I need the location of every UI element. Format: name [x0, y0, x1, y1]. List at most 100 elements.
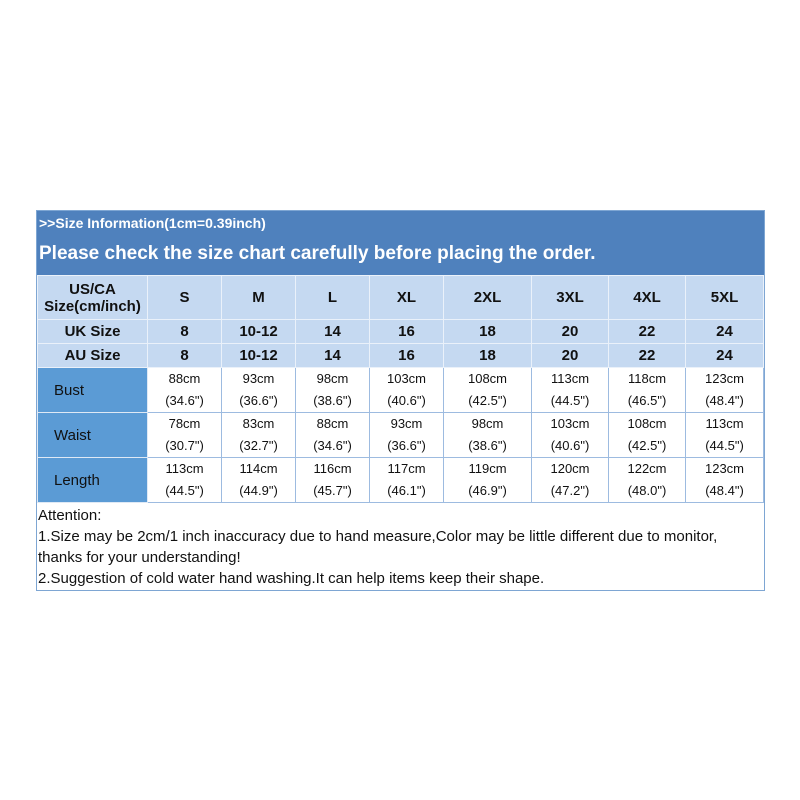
- cm-value: 119cm: [468, 461, 507, 476]
- inch-value: (46.9"): [468, 483, 507, 498]
- inch-value: (42.5"): [468, 393, 507, 408]
- measure-label: Waist: [37, 412, 148, 458]
- cm-value: 103cm: [386, 371, 427, 386]
- measure-cell: 98cm (38.6"): [295, 367, 370, 413]
- size-cell: 3XL: [531, 275, 609, 320]
- measure-cell: 88cm (34.6"): [295, 412, 370, 458]
- inch-value: (36.6"): [239, 393, 278, 408]
- inch-value: (48.0"): [627, 483, 667, 498]
- measure-cell: 114cm (44.9"): [221, 457, 296, 503]
- cm-value: 113cm: [550, 371, 590, 386]
- cm-value: 123cm: [704, 371, 745, 386]
- cm-value: 98cm: [471, 416, 504, 431]
- inch-value: (46.5"): [627, 393, 667, 408]
- measure-cell: 83cm (32.7"): [221, 412, 296, 458]
- size-cell: 8: [147, 343, 222, 368]
- measure-cell: 103cm (40.6"): [369, 367, 444, 413]
- header-banner: >>Size Information(1cm=0.39inch) Please …: [37, 211, 764, 275]
- size-cell: 22: [608, 319, 686, 344]
- size-cell: XL: [369, 275, 444, 320]
- measure-cell: 123cm (48.4"): [685, 457, 764, 503]
- inch-value: (30.7"): [165, 438, 204, 453]
- measure-cell: 88cm (34.6"): [147, 367, 222, 413]
- size-cell: 18: [443, 343, 532, 368]
- inch-value: (38.6"): [468, 438, 507, 453]
- inch-value: (48.4"): [705, 483, 744, 498]
- inch-value: (44.5"): [550, 393, 590, 408]
- size-cell: 14: [295, 319, 370, 344]
- notes-heading: Attention:: [38, 507, 102, 524]
- cm-value: 88cm: [316, 416, 349, 431]
- measure-cell: 108cm (42.5"): [443, 367, 532, 413]
- measure-cell: 120cm (47.2"): [531, 457, 609, 503]
- size-info-title: >>Size Information(1cm=0.39inch): [39, 215, 266, 231]
- cm-value: 98cm: [316, 371, 349, 386]
- label-line: Size(cm/inch): [44, 297, 141, 315]
- size-cell: 10-12: [221, 319, 296, 344]
- cm-value: 113cm: [705, 416, 744, 431]
- size-chart: >>Size Information(1cm=0.39inch) Please …: [36, 210, 765, 591]
- size-row-label: AU Size: [37, 343, 148, 368]
- measure-label: Length: [37, 457, 148, 503]
- measure-cell: 113cm (44.5"): [531, 367, 609, 413]
- measure-row: Length 113cm (44.5") 114cm (44.9") 116cm (45.7…: [37, 457, 764, 503]
- inch-value: (45.7"): [313, 483, 352, 498]
- cm-value: 108cm: [467, 371, 508, 386]
- cm-value: 116cm: [313, 461, 352, 476]
- size-cell: 14: [295, 343, 370, 368]
- cm-value: 114cm: [239, 461, 278, 476]
- inch-value: (34.6"): [313, 438, 352, 453]
- measure-cell: 117cm (46.1"): [369, 457, 444, 503]
- cm-value: 118cm: [627, 371, 667, 386]
- cm-value: 83cm: [242, 416, 275, 431]
- size-row: US/CA Size(cm/inch) S M L XL 2XL 3XL 4XL 5XL: [37, 275, 764, 320]
- measure-cell: 118cm (46.5"): [608, 367, 686, 413]
- size-row-label: UK Size: [37, 319, 148, 344]
- measure-cell: 78cm (30.7"): [147, 412, 222, 458]
- inch-value: (36.6"): [387, 438, 426, 453]
- measure-cell: 93cm (36.6"): [369, 412, 444, 458]
- measure-cell: 122cm (48.0"): [608, 457, 686, 503]
- cm-value: 93cm: [242, 371, 275, 386]
- inch-value: (44.9"): [239, 483, 278, 498]
- cm-value: 117cm: [387, 461, 426, 476]
- inch-value: (40.6"): [550, 438, 590, 453]
- inch-value: (34.6"): [165, 393, 204, 408]
- size-cell: M: [221, 275, 296, 320]
- note-1: 1.Size may be 2cm/1 inch inaccuracy due …: [38, 528, 718, 566]
- measure-cell: 93cm (36.6"): [221, 367, 296, 413]
- measure-cell: 116cm (45.7"): [295, 457, 370, 503]
- cm-value: 103cm: [550, 416, 590, 431]
- size-cell: 4XL: [608, 275, 686, 320]
- size-cell: 20: [531, 319, 609, 344]
- measure-cell: 113cm (44.5"): [685, 412, 764, 458]
- size-cell: 24: [685, 343, 764, 368]
- cm-value: 122cm: [627, 461, 667, 476]
- size-cell: 8: [147, 319, 222, 344]
- size-cell: S: [147, 275, 222, 320]
- size-cell: 18: [443, 319, 532, 344]
- cm-value: 78cm: [168, 416, 201, 431]
- size-cell: 5XL: [685, 275, 764, 320]
- size-row: AU Size 8 10-12 14 16 18 20 22 24: [37, 343, 764, 368]
- inch-value: (47.2"): [550, 483, 590, 498]
- measure-cell: 123cm (48.4"): [685, 367, 764, 413]
- size-cell: 20: [531, 343, 609, 368]
- size-cell: 24: [685, 319, 764, 344]
- cm-value: 120cm: [550, 461, 590, 476]
- cm-value: 113cm: [165, 461, 204, 476]
- check-size-subtitle: Please check the size chart carefully be…: [39, 243, 596, 264]
- measure-row: Waist 78cm (30.7") 83cm (32.7") 88cm (34.6") 93…: [37, 412, 764, 458]
- note-2: 2.Suggestion of cold water hand washing.…: [38, 570, 545, 587]
- cm-value: 88cm: [168, 371, 201, 386]
- size-cell: L: [295, 275, 370, 320]
- inch-value: (48.4"): [705, 393, 744, 408]
- size-row: UK Size 8 10-12 14 16 18 20 22 24: [37, 319, 764, 344]
- size-cell: 16: [369, 343, 444, 368]
- size-cell: 10-12: [221, 343, 296, 368]
- size-cell: 22: [608, 343, 686, 368]
- label-line: US/CA: [69, 280, 116, 298]
- cm-value: 93cm: [390, 416, 423, 431]
- size-cell: 16: [369, 319, 444, 344]
- size-row-label: US/CA Size(cm/inch): [37, 275, 148, 320]
